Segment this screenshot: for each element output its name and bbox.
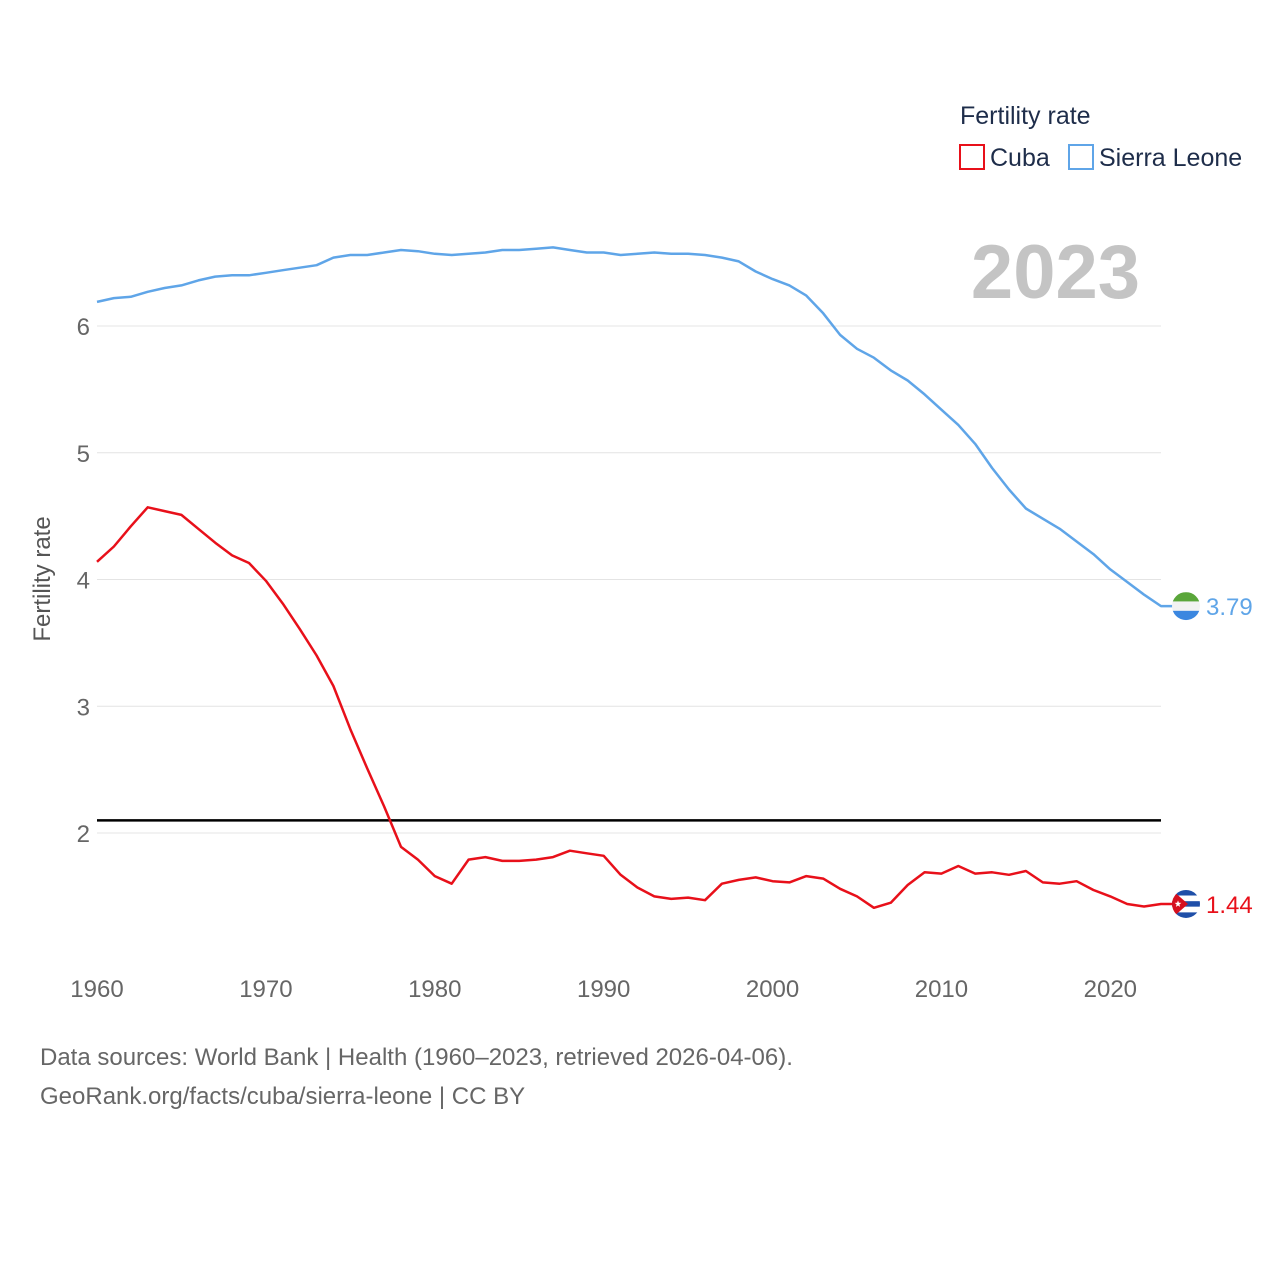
footer-sources: Data sources: World Bank | Health (1960–…: [40, 1044, 793, 1071]
legend[interactable]: Fertility rate Cuba Sierra Leone: [959, 102, 1242, 172]
series-lines: [96, 246, 1186, 910]
y-tick-label: 2: [77, 821, 90, 848]
x-axis-ticks: 1960 1970 1980 1990 2000 2010 2020: [70, 976, 1137, 1003]
x-tick-label: 1970: [239, 976, 292, 1003]
legend-label-sierra-leone[interactable]: Sierra Leone: [1099, 144, 1242, 172]
x-tick-label: 2010: [915, 976, 968, 1003]
sierra-leone-flag-icon: [1172, 592, 1200, 621]
legend-title: Fertility rate: [960, 102, 1091, 130]
x-tick-label: 1980: [408, 976, 461, 1003]
grid-lines: [97, 325, 1161, 834]
end-value-label-cuba: 1.44: [1206, 892, 1253, 919]
cuba-flag-icon: [1172, 889, 1200, 918]
legend-swatch-cuba[interactable]: [959, 144, 985, 170]
y-axis-title: Fertility rate: [29, 516, 56, 641]
year-label: 2023: [971, 230, 1140, 315]
series-line-cuba[interactable]: [96, 506, 1186, 910]
end-value-label-sierra-leone: 3.79: [1206, 594, 1253, 621]
x-tick-label: 1990: [577, 976, 630, 1003]
footer-link[interactable]: GeoRank.org/facts/cuba/sierra-leone | CC…: [40, 1083, 526, 1110]
x-tick-label: 1960: [70, 976, 123, 1003]
series-line-sierra-leone[interactable]: [96, 246, 1186, 608]
y-tick-label: 6: [77, 314, 90, 341]
y-tick-label: 5: [77, 441, 90, 468]
y-axis-ticks: 2 3 4 5 6: [77, 314, 90, 848]
legend-swatch-sierra-leone[interactable]: [1068, 144, 1094, 170]
x-tick-label: 2000: [746, 976, 799, 1003]
x-tick-label: 2020: [1084, 976, 1137, 1003]
y-tick-label: 3: [77, 694, 90, 721]
legend-label-cuba[interactable]: Cuba: [990, 144, 1050, 172]
end-markers: 1.44 3.79: [1172, 592, 1253, 919]
y-tick-label: 4: [77, 568, 90, 595]
